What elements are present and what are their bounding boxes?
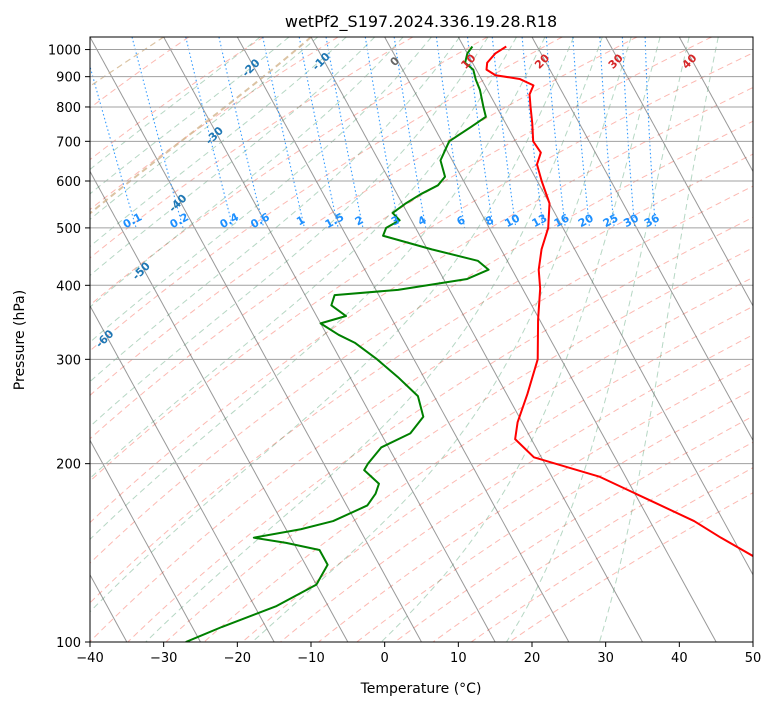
moist-adiabat — [90, 37, 404, 308]
moist-adiabat — [90, 37, 319, 220]
y-tick-label: 1000 — [48, 44, 81, 59]
dry-adiabat — [165, 247, 753, 642]
dry-adiabat — [90, 37, 563, 352]
moist-adiabat — [90, 37, 575, 613]
x-tick-label: 50 — [745, 651, 762, 666]
y-tick-label: 400 — [56, 279, 81, 294]
dry-adiabat — [90, 86, 753, 524]
isotherm-line — [605, 37, 753, 307]
mixing-ratio-line — [185, 37, 234, 229]
x-tick-label: 40 — [671, 651, 688, 666]
x-tick-label: −20 — [224, 651, 251, 666]
y-tick-label: 100 — [56, 636, 81, 651]
dry-adiabat — [203, 276, 753, 642]
x-tick-label: 10 — [450, 651, 467, 666]
moist-adiabat — [90, 37, 347, 248]
isotherm-line — [90, 170, 349, 642]
isotherm-line — [163, 37, 496, 642]
axes: −40 −30 −20 −10 0 10 20 30 40 50 100 200 300 400 500 60… — [48, 44, 761, 666]
mixing-ratio-label: 10 — [502, 211, 522, 230]
profile-lines — [185, 45, 753, 642]
mixing-ratio-label: 16 — [552, 211, 572, 230]
plot-frame — [89, 36, 754, 643]
y-tick-label: 600 — [56, 175, 81, 190]
dry-adiabat — [241, 305, 753, 642]
dry-adiabat — [90, 37, 264, 161]
isotherm-line — [678, 37, 753, 173]
isotherm-line — [384, 37, 717, 642]
x-tick-label: −10 — [297, 651, 324, 666]
moist-adiabat — [145, 37, 603, 642]
mixing-ratio-label: 25 — [601, 211, 621, 230]
moist-adiabat — [90, 37, 290, 195]
x-tick-label: 20 — [524, 651, 541, 666]
special-isotherm-line — [90, 37, 312, 215]
y-tick-label: 900 — [56, 71, 81, 86]
mixing-ratio-line — [131, 37, 184, 229]
y-tick-label: 200 — [56, 458, 81, 473]
dry-adiabat — [90, 37, 638, 396]
moist-adiabat — [380, 37, 661, 642]
mixing-ratio-line — [572, 37, 591, 228]
dry-adiabat — [90, 153, 753, 604]
mixing-ratio-line — [545, 37, 566, 228]
x-tick-label: 0 — [381, 651, 389, 666]
isotherm-line — [90, 304, 275, 642]
mixing-ratio-line — [435, 37, 466, 228]
moist-adiabat — [598, 37, 719, 642]
dry-adiabat — [318, 361, 753, 642]
moist-adiabat — [90, 37, 489, 428]
mixing-ratio-line — [262, 37, 305, 229]
mixing-ratio-label: 20 — [576, 211, 596, 230]
chart-title: wetPf2_S197.2024.336.19.28.R18 — [285, 12, 557, 32]
y-tick-label: 800 — [56, 101, 81, 116]
mixing-ratio-label: 13 — [530, 211, 550, 230]
temperature-line — [485, 45, 753, 558]
isotherm-line — [90, 37, 422, 642]
dry-adiabat — [90, 37, 488, 306]
dry-adiabat — [356, 389, 753, 642]
dry-adiabat — [90, 52, 753, 482]
x-tick-label: 30 — [597, 651, 614, 666]
moist-adiabat — [90, 37, 546, 540]
moist-adiabat — [251, 37, 632, 642]
isotherm-line — [310, 37, 643, 642]
dry-adiabat — [90, 37, 339, 211]
mixing-ratio-line — [90, 64, 137, 229]
moist-adiabat — [90, 37, 432, 343]
y-tick-label: 700 — [56, 135, 81, 150]
mixing-ratio-line — [218, 37, 265, 229]
mixing-ratio-label: 30 — [621, 211, 641, 230]
moist-adiabat — [506, 37, 690, 642]
isotherm-line — [531, 37, 753, 442]
x-tick-label: −30 — [150, 651, 177, 666]
special-isotherm-line — [90, 37, 165, 87]
isotherm-line — [457, 37, 753, 576]
y-axis-label: Pressure (hPa) — [12, 290, 28, 390]
mixing-ratio-line — [491, 37, 517, 228]
mixing-ratio-line — [521, 37, 544, 228]
mixing-ratio-label: 36 — [642, 211, 662, 230]
y-tick-label: 300 — [56, 353, 81, 368]
dewpoint-line — [185, 45, 490, 642]
dry-adiabat — [90, 37, 190, 109]
x-axis-label: Temperature (°C) — [360, 681, 482, 697]
background-lines — [90, 37, 753, 642]
y-tick-label: 500 — [56, 222, 81, 237]
mixing-ratio-line — [466, 37, 494, 228]
x-tick-label: −40 — [76, 651, 103, 666]
